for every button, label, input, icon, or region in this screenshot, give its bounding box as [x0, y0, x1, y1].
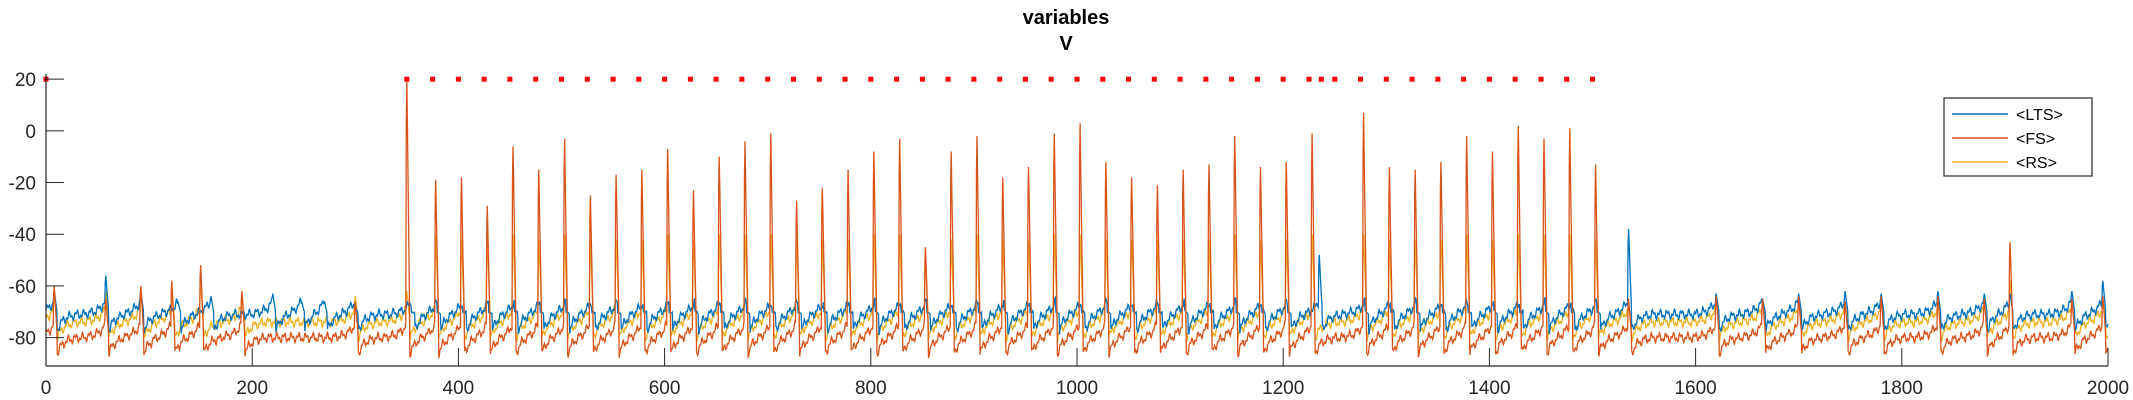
- spike-marker: [636, 76, 642, 82]
- spike-marker: [662, 76, 668, 82]
- spike-marker: [1383, 76, 1389, 82]
- axes: [45, 74, 2108, 367]
- spike-marker: [1100, 76, 1106, 82]
- spike-marker: [610, 76, 616, 82]
- spike-marker: [1203, 76, 1209, 82]
- spike-marker: [816, 76, 822, 82]
- y-tick-label: -20: [9, 174, 36, 195]
- spike-marker: [1538, 76, 1544, 82]
- spike-marker: [713, 76, 719, 82]
- spike-marker: [1306, 76, 1312, 82]
- spike-marker: [1126, 76, 1131, 82]
- spike-marker: [868, 76, 874, 82]
- y-tick-label: 20: [15, 70, 36, 91]
- spike-marker: [894, 76, 900, 82]
- x-tick-label: 2000: [2087, 378, 2129, 399]
- x-axis-ticks: 0 200 400 600 800 1000 1200 1400 1600 1800 2000: [41, 348, 2129, 399]
- legend-label-fs: <FS>: [2016, 131, 2055, 148]
- spike-marker: [584, 76, 590, 82]
- spike-marker: [1564, 76, 1570, 82]
- spike-marker: [971, 76, 977, 82]
- spike-marker: [1512, 76, 1518, 82]
- spike-marker: [481, 76, 487, 82]
- spike-marker: [919, 76, 925, 82]
- series-lines: [45, 79, 2109, 359]
- spike-marker: [1177, 76, 1183, 82]
- spike-marker: [1461, 76, 1467, 82]
- chart-subtitle: V: [1059, 33, 1073, 55]
- spike-marker: [559, 76, 564, 82]
- spike-marker: [1435, 76, 1441, 82]
- spike-marker: [1151, 76, 1157, 82]
- series-line-fs: [45, 79, 2109, 359]
- spike-marker: [533, 76, 539, 82]
- spike-marker: [997, 76, 1003, 82]
- x-tick-label: 1000: [1056, 378, 1098, 399]
- y-tick-label: -60: [9, 277, 36, 298]
- x-tick-label: 1600: [1674, 378, 1716, 399]
- spike-marker: [791, 76, 796, 82]
- spike-marker: [1254, 76, 1260, 82]
- spike-markers: [43, 76, 1595, 82]
- spike-marker: [404, 76, 410, 82]
- spike-marker: [739, 76, 745, 82]
- legend-label-lts: <LTS>: [2016, 107, 2063, 124]
- y-axis-ticks: 20 0 -20 -40 -60 -80: [9, 70, 64, 350]
- spike-marker: [687, 76, 693, 82]
- x-tick-label: 1400: [1468, 378, 1510, 399]
- x-tick-label: 200: [236, 378, 268, 399]
- spike-marker: [455, 76, 461, 82]
- spike-marker: [1486, 76, 1492, 82]
- spike-marker: [1318, 76, 1324, 82]
- y-tick-label: 0: [25, 122, 36, 143]
- spike-marker: [765, 76, 771, 82]
- x-tick-label: 1800: [1881, 378, 1923, 399]
- y-tick-label: -80: [9, 329, 36, 350]
- x-tick-label: 400: [443, 378, 475, 399]
- series-line-lts: [45, 228, 2109, 336]
- x-tick-label: 0: [41, 378, 52, 399]
- y-tick-label: -40: [9, 225, 36, 246]
- spike-marker: [842, 76, 848, 82]
- spike-marker: [945, 76, 951, 82]
- spike-marker: [1358, 76, 1363, 82]
- x-tick-label: 600: [649, 378, 681, 399]
- legend: <LTS> <FS> <RS>: [1943, 97, 2093, 177]
- spike-marker: [1409, 76, 1415, 82]
- chart-title: variables: [1023, 7, 1110, 29]
- spike-marker: [1590, 76, 1595, 82]
- x-tick-label: 1200: [1262, 378, 1304, 399]
- spike-marker: [1048, 76, 1054, 82]
- legend-label-rs: <RS>: [2016, 155, 2057, 172]
- spike-marker: [1074, 76, 1080, 82]
- legend-box: [1943, 97, 2093, 177]
- spike-marker: [430, 76, 436, 82]
- spike-marker: [507, 76, 513, 82]
- spike-marker: [1332, 76, 1338, 82]
- x-tick-label: 800: [855, 378, 887, 399]
- spike-marker: [1280, 76, 1286, 82]
- spike-marker: [1229, 76, 1235, 82]
- spike-marker: [1022, 76, 1028, 82]
